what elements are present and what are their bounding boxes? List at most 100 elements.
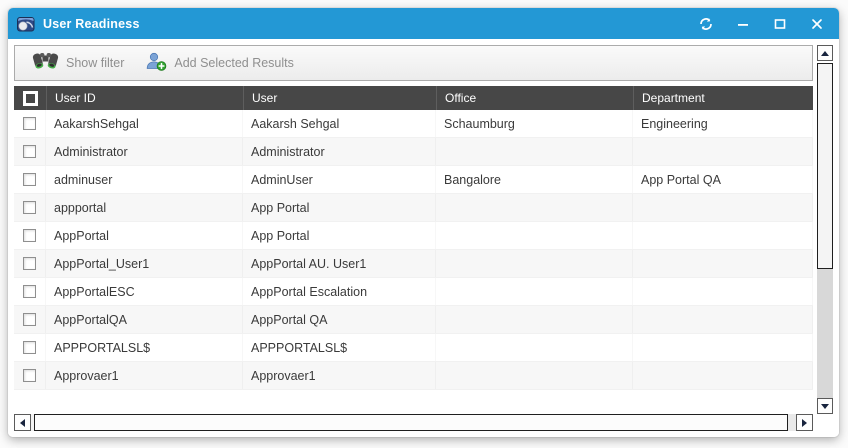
table-row[interactable]: AppPortalESC AppPortal Escalation [14, 278, 813, 306]
right-arrow-icon [802, 418, 807, 427]
row-checkbox[interactable] [23, 369, 36, 382]
close-button[interactable] [810, 17, 824, 31]
cell-user: APPPORTALSL$ [243, 334, 436, 361]
horizontal-scrollbar-thumb[interactable] [34, 414, 788, 431]
add-selected-results-button[interactable]: Add Selected Results [137, 49, 303, 77]
cell-user: Administrator [243, 138, 436, 165]
cell-user-id: appportal [46, 194, 243, 221]
titlebar: User Readiness [8, 8, 839, 39]
vertical-scrollbar[interactable] [817, 45, 833, 414]
cell-department [633, 194, 813, 221]
cell-department: App Portal QA [633, 166, 813, 193]
window-title: User Readiness [43, 16, 140, 31]
cell-office: Bangalore [436, 166, 633, 193]
row-checkbox-cell [14, 110, 46, 137]
toolbar: Show filter Add Selected Results [14, 45, 813, 81]
scroll-right-button[interactable] [796, 414, 813, 431]
cell-office [436, 306, 633, 333]
table-row[interactable]: AppPortalQA AppPortal QA [14, 306, 813, 334]
vertical-scrollbar-thumb[interactable] [817, 63, 833, 269]
cell-office [436, 278, 633, 305]
window-content: Show filter Add Selected Results [8, 39, 839, 437]
cell-user-id: adminuser [46, 166, 243, 193]
cell-user: AdminUser [243, 166, 436, 193]
table-row[interactable]: APPPORTALSL$ APPPORTALSL$ [14, 334, 813, 362]
cell-office [436, 138, 633, 165]
cell-department [633, 138, 813, 165]
table-row[interactable]: adminuser AdminUser Bangalore App Portal… [14, 166, 813, 194]
row-checkbox[interactable] [23, 145, 36, 158]
scroll-up-button[interactable] [817, 45, 833, 61]
cell-department [633, 278, 813, 305]
column-header-user-id[interactable]: User ID [46, 86, 243, 110]
add-user-icon [146, 52, 167, 74]
horizontal-scrollbar-track[interactable] [788, 414, 796, 431]
row-checkbox[interactable] [23, 341, 36, 354]
cell-department [633, 362, 813, 389]
select-all-checkbox[interactable] [22, 90, 38, 106]
window-controls [699, 17, 830, 31]
cell-user-id: Administrator [46, 138, 243, 165]
minimize-button[interactable] [736, 17, 750, 31]
user-readiness-window: User Readiness [8, 8, 839, 437]
table-body: AakarshSehgal Aakarsh Sehgal Schaumburg … [14, 110, 813, 390]
row-checkbox[interactable] [23, 229, 36, 242]
cell-office: Schaumburg [436, 110, 633, 137]
row-checkbox[interactable] [23, 257, 36, 270]
cell-department [633, 250, 813, 277]
row-checkbox[interactable] [23, 117, 36, 130]
refresh-button[interactable] [699, 17, 713, 31]
show-filter-button[interactable]: Show filter [23, 49, 133, 77]
row-checkbox[interactable] [23, 173, 36, 186]
maximize-button[interactable] [773, 17, 787, 31]
column-header-user[interactable]: User [243, 86, 436, 110]
cell-user: App Portal [243, 194, 436, 221]
cell-user: AppPortal AU. User1 [243, 250, 436, 277]
cell-office [436, 222, 633, 249]
app-icon [17, 16, 35, 32]
cell-office [436, 334, 633, 361]
table-row[interactable]: Administrator Administrator [14, 138, 813, 166]
row-checkbox-cell [14, 334, 46, 361]
select-all-cell [14, 86, 46, 110]
binoculars-icon [32, 52, 59, 74]
row-checkbox-cell [14, 138, 46, 165]
cell-department [633, 306, 813, 333]
row-checkbox-cell [14, 278, 46, 305]
cell-department [633, 334, 813, 361]
cell-user: AppPortal QA [243, 306, 436, 333]
column-header-office[interactable]: Office [436, 86, 633, 110]
row-checkbox[interactable] [23, 201, 36, 214]
cell-department [633, 222, 813, 249]
row-checkbox-cell [14, 194, 46, 221]
scroll-down-button[interactable] [817, 398, 833, 414]
row-checkbox-cell [14, 306, 46, 333]
cell-user-id: AppPortalESC [46, 278, 243, 305]
cell-department: Engineering [633, 110, 813, 137]
row-checkbox[interactable] [23, 313, 36, 326]
vertical-scrollbar-track[interactable] [817, 269, 833, 398]
scroll-left-button[interactable] [14, 414, 31, 431]
left-arrow-icon [20, 418, 25, 427]
table-row[interactable]: AppPortal_User1 AppPortal AU. User1 [14, 250, 813, 278]
column-header-department[interactable]: Department [633, 86, 813, 110]
add-selected-results-label: Add Selected Results [174, 56, 294, 70]
row-checkbox-cell [14, 166, 46, 193]
cell-user-id: AppPortalQA [46, 306, 243, 333]
down-arrow-icon [821, 403, 829, 409]
row-checkbox[interactable] [23, 285, 36, 298]
horizontal-scrollbar[interactable] [14, 414, 813, 431]
show-filter-label: Show filter [66, 56, 125, 70]
cell-user-id: AakarshSehgal [46, 110, 243, 137]
table-header: User ID User Office Department [14, 86, 813, 110]
cell-user: Approvaer1 [243, 362, 436, 389]
row-checkbox-cell [14, 362, 46, 389]
table-row[interactable]: AppPortal App Portal [14, 222, 813, 250]
table-row[interactable]: AakarshSehgal Aakarsh Sehgal Schaumburg … [14, 110, 813, 138]
table-row[interactable]: Approvaer1 Approvaer1 [14, 362, 813, 390]
table-row[interactable]: appportal App Portal [14, 194, 813, 222]
cell-office [436, 250, 633, 277]
up-arrow-icon [821, 50, 829, 56]
cell-user-id: AppPortal_User1 [46, 250, 243, 277]
cell-user: AppPortal Escalation [243, 278, 436, 305]
